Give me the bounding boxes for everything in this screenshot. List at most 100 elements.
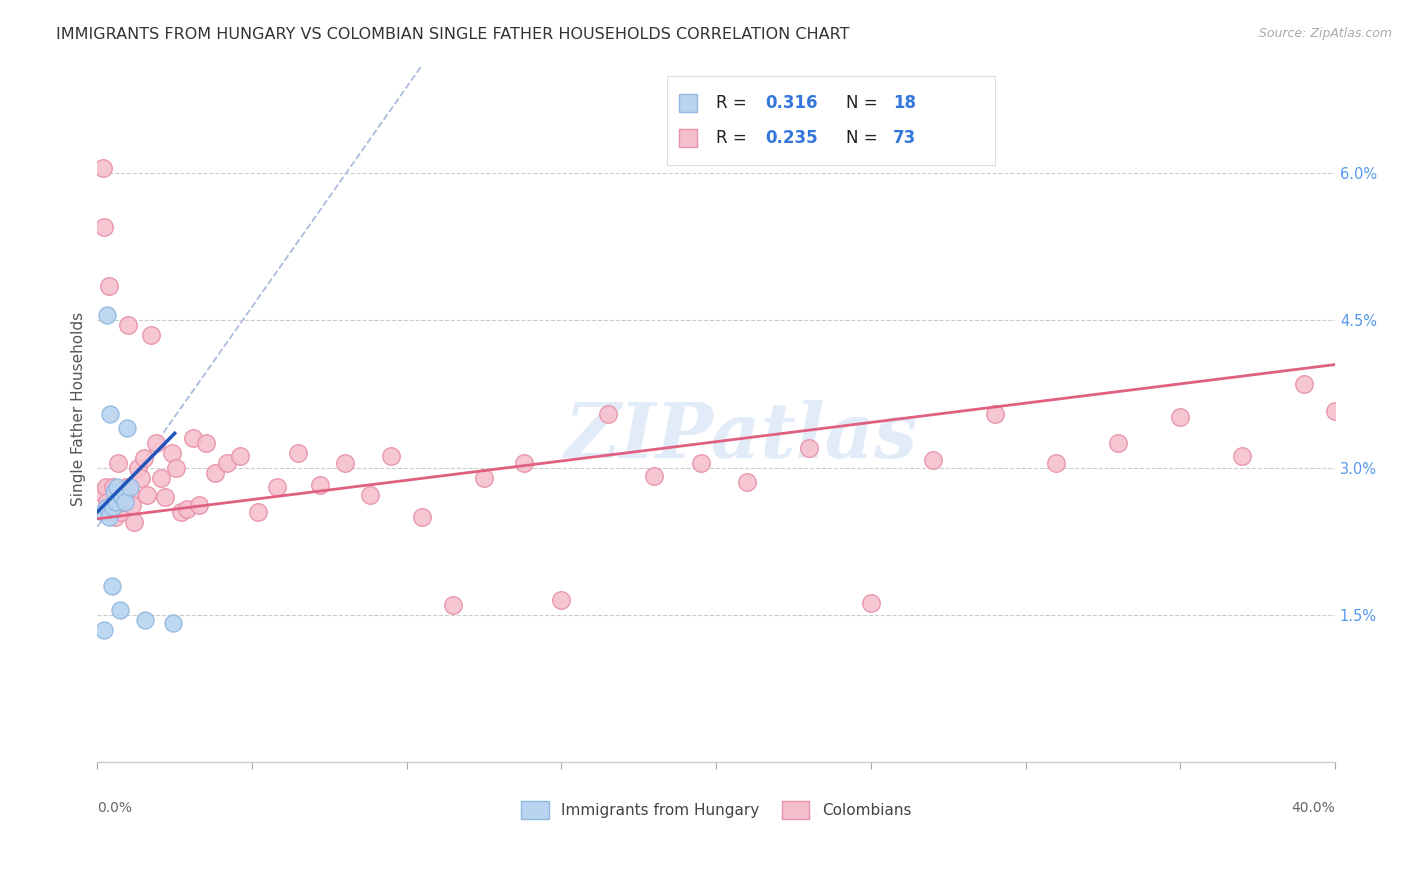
Point: [93, 220, 115, 235]
Text: N =: N =: [846, 129, 883, 147]
Point: [117, 318, 139, 333]
Point: [98, 407, 121, 421]
Text: R =: R =: [716, 94, 752, 112]
Point: [105, 495, 128, 509]
Point: [1168, 409, 1191, 424]
Point: [103, 485, 125, 500]
Point: [176, 502, 198, 516]
FancyBboxPatch shape: [666, 77, 994, 165]
Point: [103, 500, 125, 514]
Point: [309, 478, 332, 492]
Point: [98, 500, 121, 514]
Text: N =: N =: [846, 94, 883, 112]
Point: [1107, 436, 1129, 450]
Point: [103, 480, 125, 494]
Point: [550, 593, 572, 607]
Text: 0.316: 0.316: [766, 94, 818, 112]
Point: [217, 456, 239, 470]
Text: ZIPatlas: ZIPatlas: [564, 401, 918, 474]
Point: [149, 470, 172, 484]
Point: [247, 505, 270, 519]
Point: [160, 446, 183, 460]
Point: [101, 505, 124, 519]
Point: [107, 480, 129, 494]
Point: [921, 453, 943, 467]
Text: IMMIGRANTS FROM HUNGARY VS COLOMBIAN SINGLE FATHER HOUSEHOLDS CORRELATION CHART: IMMIGRANTS FROM HUNGARY VS COLOMBIAN SIN…: [56, 27, 849, 42]
Legend: Immigrants from Hungary, Colombians: Immigrants from Hungary, Colombians: [515, 795, 917, 825]
Point: [859, 596, 882, 610]
Point: [96, 500, 118, 514]
Point: [121, 498, 143, 512]
Point: [181, 431, 204, 445]
Point: [91, 161, 114, 175]
Point: [145, 436, 167, 450]
Point: [90, 485, 112, 500]
Point: [194, 436, 217, 450]
Point: [643, 468, 665, 483]
Point: [104, 495, 127, 509]
Point: [114, 495, 136, 509]
Point: [333, 456, 356, 470]
Point: [115, 421, 138, 435]
Point: [101, 579, 124, 593]
Text: 73: 73: [893, 129, 917, 147]
Point: [111, 490, 134, 504]
Point: [266, 480, 288, 494]
Point: [91, 505, 114, 519]
Point: [93, 623, 115, 637]
Point: [359, 488, 381, 502]
Point: [155, 490, 177, 504]
Point: [98, 279, 121, 293]
Point: [96, 309, 118, 323]
Point: [513, 456, 536, 470]
Point: [441, 599, 464, 613]
Point: [118, 485, 141, 500]
Point: [165, 460, 187, 475]
Point: [1045, 456, 1067, 470]
Point: [136, 488, 159, 502]
Point: [380, 449, 402, 463]
Point: [204, 466, 226, 480]
Text: Source: ZipAtlas.com: Source: ZipAtlas.com: [1258, 27, 1392, 40]
Point: [472, 470, 495, 484]
Point: [141, 328, 163, 343]
Point: [1354, 358, 1376, 372]
Point: [118, 480, 141, 494]
Point: [1230, 449, 1253, 463]
Point: [1323, 403, 1346, 417]
Point: [94, 480, 117, 494]
Point: [287, 446, 309, 460]
Point: [735, 475, 758, 490]
Point: [107, 456, 129, 470]
Text: 0.235: 0.235: [766, 129, 818, 147]
Point: [188, 498, 211, 512]
Point: [596, 407, 619, 421]
Point: [114, 490, 136, 504]
Point: [96, 495, 118, 509]
Point: [228, 449, 250, 463]
Point: [129, 470, 152, 484]
Point: [110, 505, 132, 519]
Text: 0.0%: 0.0%: [97, 801, 132, 815]
Point: [127, 460, 149, 475]
Y-axis label: Single Father Households: Single Father Households: [72, 311, 86, 506]
Point: [1292, 377, 1315, 392]
Text: R =: R =: [716, 129, 752, 147]
Point: [983, 407, 1005, 421]
Point: [132, 450, 155, 465]
Point: [134, 613, 156, 627]
Text: 40.0%: 40.0%: [1291, 801, 1334, 815]
Point: [162, 615, 184, 630]
Point: [170, 505, 193, 519]
Point: [689, 456, 711, 470]
Point: [108, 490, 131, 504]
Point: [1339, 488, 1361, 502]
Point: [797, 441, 820, 455]
Point: [111, 495, 134, 509]
Point: [108, 603, 131, 617]
Point: [104, 509, 127, 524]
Point: [98, 509, 121, 524]
Point: [124, 515, 146, 529]
Text: 18: 18: [893, 94, 917, 112]
Point: [114, 480, 136, 494]
